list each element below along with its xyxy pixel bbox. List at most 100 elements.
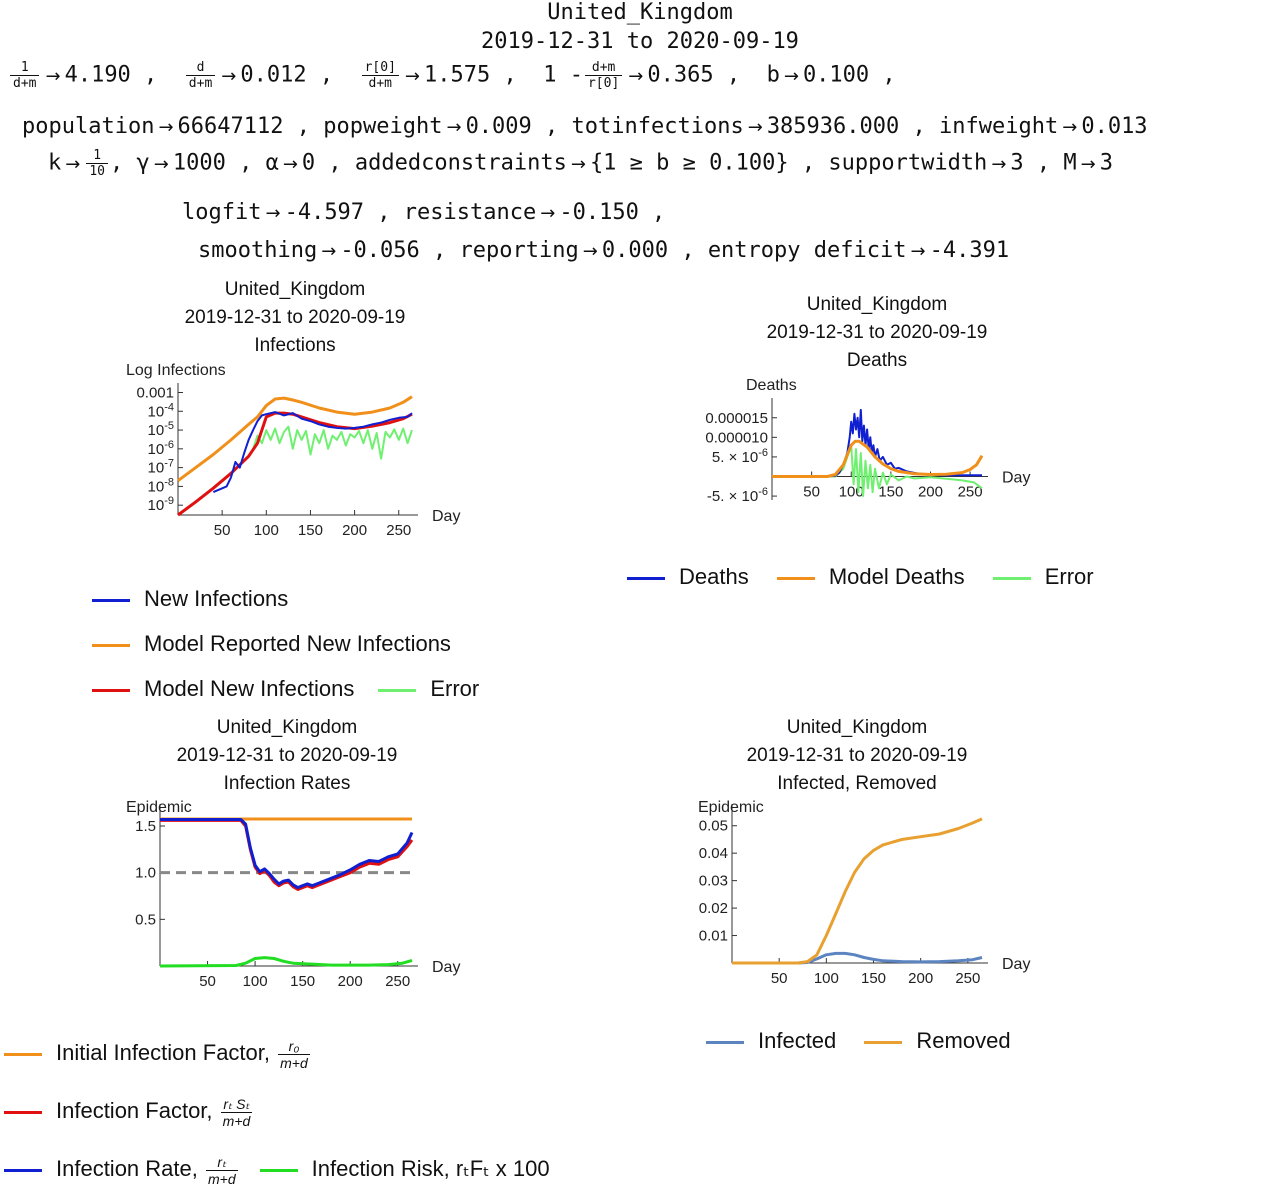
frac-den: m+d xyxy=(208,1170,236,1187)
x-tick-label: 100 xyxy=(814,970,839,987)
y-tick-label: 1.0 xyxy=(135,865,156,882)
legend-item: Removed xyxy=(864,1028,1011,1054)
x-tick-label: 200 xyxy=(908,970,933,987)
title-line: United_Kingdom xyxy=(224,279,366,300)
series-line-model-reported-new-infections xyxy=(177,395,413,482)
x-tick-label: 50 xyxy=(803,484,820,501)
y-axis-label: Epidemic xyxy=(698,799,764,816)
param-label: α xyxy=(265,150,279,176)
title-line: Deaths xyxy=(846,350,908,371)
frac-num: rₜ xyxy=(206,1154,238,1171)
legend-item: Model Deaths xyxy=(776,564,965,590)
series-line-infected xyxy=(732,951,983,965)
legend-label: Infection Risk, rₜFₜ x 100 xyxy=(311,1156,550,1181)
arrow-icon: → xyxy=(446,117,462,138)
params-line-5: smoothing → -0.056 , reporting → 0.000 , ent… xyxy=(198,238,1009,263)
chart-title-infections: United_Kingdom 2019-12-31 to 2020-09-19 … xyxy=(120,276,470,360)
series-line-error xyxy=(772,444,983,498)
param-label: γ xyxy=(136,150,150,176)
title-line: 2019-12-31 to 2020-09-19 xyxy=(176,745,398,766)
y-axis-label: Deaths xyxy=(746,377,797,394)
param-label: b xyxy=(766,62,780,88)
arrow-icon: → xyxy=(221,65,237,87)
frac-1-over-dm: 1 d+m xyxy=(10,60,40,91)
legend-infections: New Infections Model Reported New Infect… xyxy=(92,576,479,711)
y-tick-label: 0.000015 xyxy=(705,410,768,427)
param-label: smoothing xyxy=(198,238,318,263)
legend-rates: Initial Infection Factor, r₀ m+d Infectio… xyxy=(4,1024,550,1198)
x-tick-label: 150 xyxy=(290,973,315,990)
param-label: reporting xyxy=(459,238,579,263)
y-tick-label: 0.01 xyxy=(699,928,728,945)
legend-label: Model Deaths xyxy=(828,564,965,589)
legend-swatch-orange xyxy=(4,1052,42,1056)
arrow-icon: → xyxy=(404,65,420,87)
x-axis-label: Day xyxy=(1002,956,1030,973)
y-axis-label: Epidemic xyxy=(126,799,192,816)
legend-label: Initial Infection Factor, xyxy=(56,1040,270,1065)
title-line: 2019-12-31 to 2020-09-19 xyxy=(184,307,406,328)
series-line-model-new-infections xyxy=(177,411,413,517)
legend-label: Infection Factor, xyxy=(56,1098,213,1123)
arrow-icon: → xyxy=(265,203,281,224)
param-value: -4.597 , xyxy=(284,200,391,225)
param-label: entropy deficit xyxy=(707,238,907,263)
arrow-icon: → xyxy=(321,241,337,262)
title-line: United_Kingdom xyxy=(806,294,948,315)
param-value: 385936.000 , xyxy=(766,114,926,139)
y-tick-label: 0.000010 xyxy=(705,429,768,446)
param-value: 3 , xyxy=(1010,150,1051,176)
param-label: popweight xyxy=(323,114,443,139)
legend-item: Initial Infection Factor, r₀ m+d xyxy=(4,1024,550,1082)
chart-title-deaths: United_Kingdom 2019-12-31 to 2020-09-19 … xyxy=(702,291,1052,375)
params-line-1: 1 d+m → 4.190 , d d+m → 0.012 , r[0] d+m → 1.575 … xyxy=(8,60,896,91)
param-value: -4.391 xyxy=(929,238,1010,263)
series-line-model-deaths xyxy=(772,439,984,478)
x-axis-label: Day xyxy=(1002,470,1030,487)
y-tick-label: 10-9 xyxy=(148,495,174,514)
x-tick-label: 150 xyxy=(861,970,886,987)
title-line: Infection Rates xyxy=(223,773,351,794)
legend-fraction: r₀ m+d xyxy=(278,1038,310,1071)
legend-swatch-orange xyxy=(776,576,815,580)
param-value: 0.012 , xyxy=(240,62,334,88)
legend-label: Error xyxy=(1044,564,1094,589)
rates-chart: 0.5 1.0 1.5 50 100 150 200 250 Day Epidemic xyxy=(126,799,460,990)
frac-den: 10 xyxy=(89,164,105,179)
arrow-icon: → xyxy=(570,153,586,175)
chart-title-rates: United_Kingdom 2019-12-31 to 2020-09-19 … xyxy=(112,714,462,798)
legend-item: Model New Infections Error xyxy=(92,666,479,711)
frac-num: 1 xyxy=(86,148,108,164)
title-line: 2019-12-31 to 2020-09-19 xyxy=(766,322,988,343)
legend-fraction: rₜ Sₜ m+d xyxy=(220,1096,253,1129)
title-line: Infections xyxy=(254,335,336,356)
title-line: 2019-12-31 to 2020-09-19 xyxy=(746,745,968,766)
legend-swatch-gold xyxy=(864,1040,903,1044)
arrow-icon: → xyxy=(991,153,1007,175)
x-tick-label: 250 xyxy=(958,484,983,501)
legend-label: Removed xyxy=(916,1028,1011,1053)
param-label: infweight xyxy=(939,114,1059,139)
param-value: -0.150 , xyxy=(559,200,666,225)
y-tick-label: 0.05 xyxy=(699,818,728,835)
params-line-3: k → 1 10, γ → 1000 , α → 0 , addedconstraints →{… xyxy=(48,148,1113,179)
x-tick-label: 100 xyxy=(243,973,268,990)
legend-label: Infection Rate, xyxy=(56,1156,198,1181)
frac-den: m+d xyxy=(280,1054,308,1071)
legend-swatch-blue xyxy=(627,576,665,580)
param-value: 4.190 , xyxy=(64,62,158,88)
param-value: 3 xyxy=(1099,150,1113,176)
legend-label: Error xyxy=(430,676,480,701)
frac-num: d xyxy=(185,60,216,76)
title-line: Infected, Removed xyxy=(777,773,937,794)
x-tick-label: 50 xyxy=(199,973,216,990)
frac-k: 1 10 xyxy=(86,148,108,179)
legend-item: Infected xyxy=(706,1028,836,1054)
legend-item: Model Reported New Infections xyxy=(92,621,479,666)
y-tick-label: 0.5 xyxy=(135,911,156,928)
frac-dm-over-r0: d+m r[0] xyxy=(584,60,623,91)
arrow-icon: → xyxy=(1062,117,1078,138)
x-tick-label: 150 xyxy=(878,484,903,501)
x-tick-label: 250 xyxy=(385,973,410,990)
